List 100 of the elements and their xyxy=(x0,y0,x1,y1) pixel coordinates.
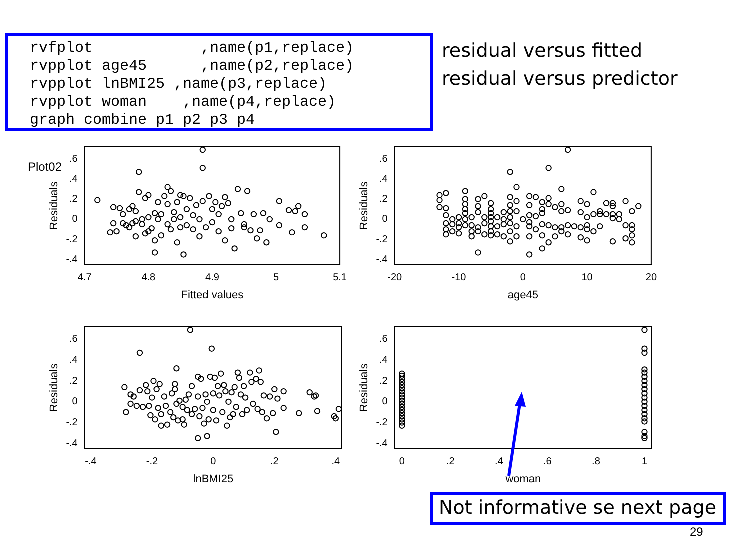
x-tick-label: .6 xyxy=(544,456,552,468)
y-tick-label: 0 xyxy=(382,396,388,408)
point xyxy=(399,382,406,388)
point xyxy=(399,379,406,386)
y-tick-label: .6 xyxy=(70,154,78,165)
y-tick-label: -.4 xyxy=(66,438,78,450)
y-axis-title: Residuals xyxy=(48,181,61,230)
y-tick-label: -.4 xyxy=(66,254,78,266)
text: rvfplot ,name(p1,replace) xyxy=(30,40,356,58)
point xyxy=(399,410,406,417)
y-tick-label: .4 xyxy=(380,355,388,366)
x-tick-label: -10 xyxy=(452,272,467,284)
y-axis-title: Residuals xyxy=(358,181,371,230)
point xyxy=(399,394,406,401)
y-tick-label: .6 xyxy=(380,334,388,346)
point xyxy=(642,382,648,388)
y-tick-label: .2 xyxy=(380,194,388,206)
x-tick-label: 0 xyxy=(399,456,406,468)
point xyxy=(642,386,648,393)
point xyxy=(642,350,648,356)
point xyxy=(399,404,406,410)
x-axis-title: age45 xyxy=(508,289,538,302)
x-tick-label: 0 xyxy=(210,456,217,468)
text: residual versus fitted xyxy=(442,40,643,62)
text: rvpplot lnBMI25 ,name(p3,replace) xyxy=(30,76,328,94)
point xyxy=(642,374,648,380)
x-tick-label: 5.1 xyxy=(333,272,348,284)
point xyxy=(642,346,648,352)
y-tick-label: -.2 xyxy=(66,418,78,429)
y-tick-label: .2 xyxy=(70,194,78,206)
x-tick-label: -.2 xyxy=(146,456,158,468)
point xyxy=(642,433,648,440)
point xyxy=(642,407,648,414)
point xyxy=(399,422,406,429)
point xyxy=(642,411,648,418)
x-tick-label: .4 xyxy=(332,456,340,468)
y-tick-label: .4 xyxy=(380,174,388,185)
point xyxy=(399,385,406,392)
point xyxy=(642,435,648,442)
x-tick-label: .2 xyxy=(270,456,280,468)
text: rvpplot woman ,name(p4,replace) xyxy=(30,94,338,112)
point xyxy=(399,376,406,382)
y-tick-label: -.2 xyxy=(66,234,78,246)
x-tick-label: .8 xyxy=(592,456,601,468)
x-axis-title: lnBMI25 xyxy=(193,473,234,486)
y-tick-label: 0 xyxy=(382,214,388,226)
point xyxy=(642,403,648,410)
point xyxy=(399,392,406,398)
y-tick-label: -.2 xyxy=(376,418,388,429)
y-tick-label: -.4 xyxy=(376,438,388,450)
point xyxy=(642,390,648,397)
point xyxy=(399,398,406,404)
x-tick-label: 10 xyxy=(582,272,594,284)
point xyxy=(642,416,648,422)
x-tick-label: -20 xyxy=(388,272,403,284)
text: graph combine p1 p2 p3 p4 xyxy=(30,112,256,130)
point xyxy=(399,388,406,395)
y-tick-label: -.4 xyxy=(376,254,388,266)
point xyxy=(399,370,406,377)
point xyxy=(642,398,648,406)
text: 29 xyxy=(690,525,704,539)
point xyxy=(642,429,648,436)
point xyxy=(399,413,406,420)
text: rvpplot age45 ,name(p2,replace) xyxy=(30,58,356,76)
point xyxy=(642,418,648,425)
x-tick-label: 1 xyxy=(642,456,648,468)
point xyxy=(399,416,406,423)
x-tick-label: .4 xyxy=(495,456,504,468)
x-tick-label: -.4 xyxy=(85,456,98,468)
x-tick-label: 4.7 xyxy=(78,272,92,284)
x-tick-label: 4.8 xyxy=(142,272,156,284)
x-tick-label: 0 xyxy=(520,272,526,284)
y-axis-title: Residuals xyxy=(358,363,371,412)
y-tick-label: .6 xyxy=(70,334,78,346)
y-tick-label: .4 xyxy=(70,174,78,185)
point xyxy=(399,407,406,414)
point xyxy=(399,400,406,408)
x-tick-label: 5 xyxy=(273,272,280,284)
point xyxy=(642,366,648,373)
y-axis-title: Residuals xyxy=(48,363,61,412)
point xyxy=(399,420,406,426)
text: residual versus predictor xyxy=(442,68,678,90)
y-tick-label: .2 xyxy=(380,376,388,387)
point xyxy=(399,372,406,380)
x-tick-label: 20 xyxy=(646,272,658,284)
x-tick-label: .2 xyxy=(446,456,456,468)
y-tick-label: 0 xyxy=(72,214,78,226)
text: Not informative se next page xyxy=(430,492,726,525)
point xyxy=(642,327,648,334)
y-tick-label: .6 xyxy=(380,154,388,165)
y-tick-label: -.2 xyxy=(376,234,388,246)
y-tick-label: .2 xyxy=(70,376,78,387)
text: Plot02 xyxy=(28,160,62,174)
x-tick-label: 4.9 xyxy=(206,272,220,284)
point xyxy=(642,370,648,376)
x-axis-title: Fitted values xyxy=(181,289,244,302)
y-tick-label: 0 xyxy=(72,396,78,408)
y-tick-label: .4 xyxy=(70,355,78,366)
point xyxy=(642,378,648,384)
x-axis-title: woman xyxy=(504,473,542,486)
